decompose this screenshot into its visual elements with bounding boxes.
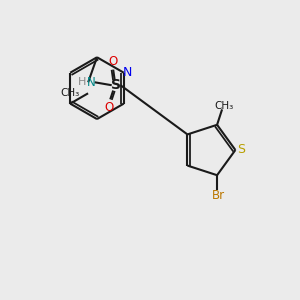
Text: H: H — [77, 77, 86, 87]
Text: O: O — [104, 101, 113, 114]
Text: Br: Br — [212, 189, 225, 202]
Text: S: S — [111, 78, 121, 92]
Text: N: N — [123, 66, 132, 79]
Text: CH₃: CH₃ — [61, 88, 80, 98]
Text: N: N — [87, 76, 96, 89]
Text: S: S — [237, 143, 245, 157]
Text: CH₃: CH₃ — [214, 101, 233, 111]
Text: O: O — [109, 55, 118, 68]
